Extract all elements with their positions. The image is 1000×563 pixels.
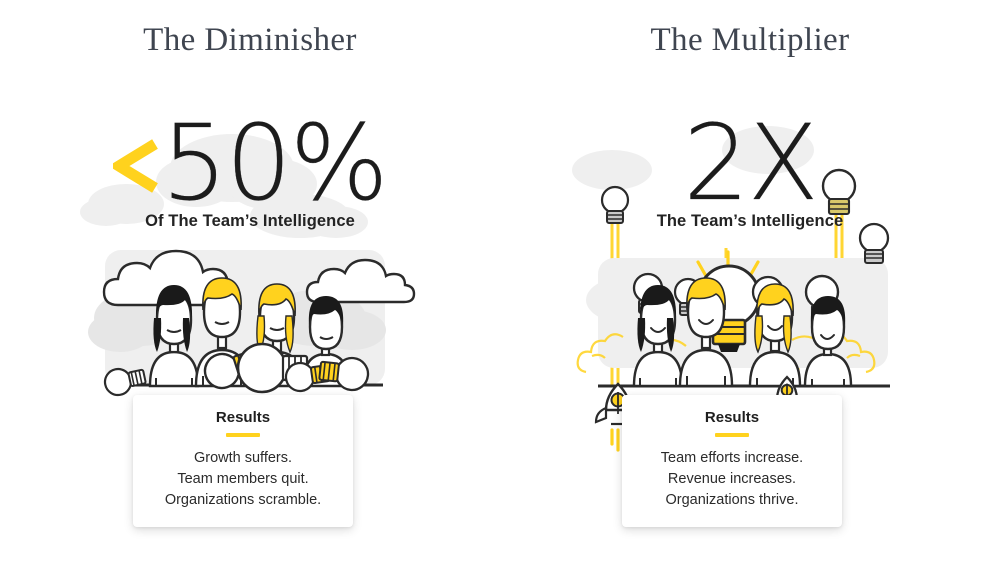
backdrop-cloud-shapes — [88, 290, 386, 352]
stat-caption-diminisher: Of The Team’s Intelligence — [145, 212, 355, 230]
bulb-on-large-icon — [697, 264, 761, 352]
bulb-off-icon — [284, 361, 331, 393]
person-2 — [678, 277, 734, 388]
bulb-on-icon — [632, 272, 664, 314]
scene-backdrop-band — [598, 258, 888, 368]
stat-caption-multiplier: The Team’s Intelligence — [656, 212, 844, 230]
person-4 — [301, 296, 351, 388]
results-lines-diminisher: Growth suffers. Team members quit. Organ… — [143, 448, 343, 511]
outlined-cloud-small — [305, 258, 416, 304]
bulb-on-icon — [673, 277, 703, 316]
bulb-off-icon — [318, 356, 370, 392]
person-1 — [632, 285, 684, 388]
panel-multiplier: The Multiplier — [500, 0, 1000, 563]
person-3 — [748, 283, 802, 388]
stat-value-diminisher: 50% — [161, 102, 388, 224]
stat-block-multiplier: 2X — [500, 108, 1000, 218]
person-2 — [194, 277, 250, 388]
results-line: Organizations scramble. — [164, 492, 322, 508]
outlined-cloud-large — [102, 249, 241, 307]
results-divider — [226, 433, 260, 437]
person-1 — [148, 285, 200, 388]
panel-title-multiplier: The Multiplier — [650, 22, 850, 58]
bulb-on-icon — [804, 274, 840, 321]
results-card-diminisher: Results Growth suffers. Team members qui… — [133, 395, 353, 527]
glow-cloud-outlines — [576, 333, 876, 374]
bulb-rays — [682, 250, 777, 294]
results-divider — [715, 433, 749, 437]
person-4 — [803, 296, 853, 388]
bulb-off-icon — [203, 349, 261, 390]
results-line: Team efforts increase. — [660, 450, 804, 466]
stat-value-multiplier: 2X — [683, 102, 819, 224]
results-line: Team members quit. — [177, 471, 309, 487]
stat-block-diminisher: 50% — [0, 108, 500, 218]
results-card-multiplier: Results Team efforts increase. Revenue i… — [622, 395, 842, 527]
bulb-off-group — [103, 342, 370, 397]
results-line: Organizations thrive. — [665, 492, 799, 508]
results-line: Growth suffers. — [193, 450, 293, 466]
less-than-chevron-icon — [108, 138, 159, 194]
scene-backdrop-band — [105, 250, 385, 385]
bulb-on-icon — [751, 275, 785, 319]
panel-title-diminisher: The Diminisher — [143, 22, 357, 58]
results-lines-multiplier: Team efforts increase. Revenue increases… — [632, 448, 832, 511]
results-title: Results — [215, 409, 271, 426]
results-title: Results — [704, 409, 760, 426]
results-line: Revenue increases. — [667, 471, 797, 487]
bulb-off-icon — [236, 342, 309, 394]
bulb-off-icon — [103, 367, 147, 397]
person-3 — [250, 283, 304, 388]
panel-diminisher: The Diminisher — [0, 22, 500, 527]
